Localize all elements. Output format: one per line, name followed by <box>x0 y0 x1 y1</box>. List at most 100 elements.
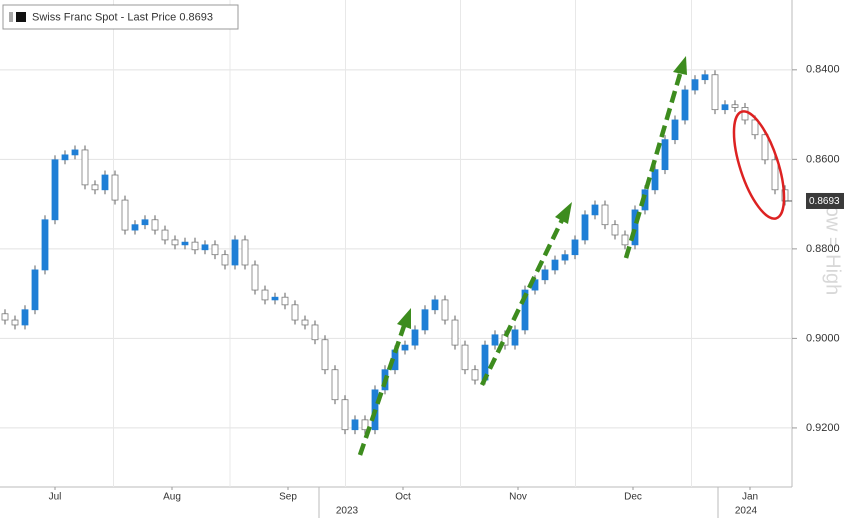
candle-body <box>261 289 269 301</box>
plot-area <box>0 0 792 487</box>
candle-body <box>161 229 169 241</box>
candle-body <box>711 74 719 111</box>
year-label: 2023 <box>336 506 359 517</box>
candle-body <box>271 296 279 301</box>
candle-body <box>491 334 499 346</box>
legend: Swiss Franc Spot - Last Price 0.8693 <box>2 4 239 30</box>
y-tick-label: 0.8600 <box>806 153 840 165</box>
candle-body <box>581 214 589 241</box>
candle-body <box>81 149 89 186</box>
candle-body <box>521 289 529 331</box>
arrow-head <box>397 308 411 329</box>
candle-body <box>211 244 219 256</box>
candle-body <box>741 107 749 121</box>
arrow-head <box>555 202 572 224</box>
candle-body <box>751 119 759 136</box>
candle-body <box>61 154 69 161</box>
candle-body <box>181 241 189 246</box>
x-tick-label: Oct <box>395 492 411 503</box>
y-tick-label: 0.9000 <box>806 332 840 344</box>
candle-body <box>661 139 669 171</box>
candle-body <box>511 329 519 346</box>
candle-body <box>191 241 199 251</box>
y-tick-label: 0.9200 <box>806 422 840 434</box>
x-tick-label: Jul <box>49 492 62 503</box>
candle-body <box>31 269 39 311</box>
candle-body <box>441 299 449 321</box>
candle-body <box>51 159 59 221</box>
legend-icon <box>9 12 13 22</box>
candle-body <box>561 254 569 261</box>
candle-body <box>691 79 699 91</box>
candle-body <box>601 204 609 226</box>
candle-body <box>591 204 599 216</box>
candle-body <box>451 319 459 346</box>
watermark-annotation: Low = High <box>822 195 844 296</box>
x-tick-label: Dec <box>624 492 642 503</box>
candle-body <box>651 169 659 191</box>
candle-body <box>141 219 149 226</box>
candle-body <box>121 199 129 231</box>
year-label: 2024 <box>735 506 758 517</box>
candle-body <box>671 119 679 141</box>
candle-body <box>251 264 259 291</box>
candle-body <box>21 309 29 326</box>
x-tick-label: Aug <box>163 492 181 503</box>
candle-body <box>761 134 769 161</box>
candle-body <box>91 184 99 191</box>
candle-body <box>421 309 429 331</box>
candle-body <box>571 239 579 256</box>
candle-body <box>11 319 19 326</box>
candle-body <box>41 219 49 271</box>
candle-body <box>311 324 319 341</box>
x-tick-label: Sep <box>279 492 297 503</box>
candle-body <box>101 174 109 191</box>
legend-box <box>2 4 239 30</box>
candle-body <box>301 319 309 326</box>
candle-body <box>551 259 559 271</box>
candle-body <box>111 174 119 201</box>
candle-body <box>541 269 549 281</box>
candle-body <box>701 74 709 81</box>
candle-body <box>341 399 349 431</box>
candle-body <box>351 419 359 431</box>
legend-icon <box>16 12 26 22</box>
y-tick-label: 0.8800 <box>806 243 840 255</box>
candle-body <box>231 239 239 266</box>
last-price-label: 0.8693 <box>809 196 840 207</box>
y-tick-label: 0.8400 <box>806 64 840 76</box>
candle-body <box>321 339 329 371</box>
candle-body <box>331 369 339 401</box>
candle-body <box>241 239 249 266</box>
candle-body <box>411 329 419 346</box>
arrow-line <box>623 73 683 259</box>
trend-arrows <box>357 73 683 456</box>
arrow-line <box>479 219 565 386</box>
last-price-tag <box>806 192 844 209</box>
candle-body <box>151 219 159 231</box>
candle-body <box>631 209 639 246</box>
candle-body <box>71 149 79 156</box>
candle-body <box>771 159 779 191</box>
candle-body <box>471 369 479 381</box>
candle-body <box>461 344 469 371</box>
arrow-head <box>673 56 687 75</box>
arrow-heads <box>397 56 687 329</box>
x-tick-label: Jan <box>742 492 758 503</box>
candle-body <box>431 299 439 311</box>
candle-body <box>721 104 729 111</box>
candle-body <box>401 344 409 351</box>
x-tick-label: Nov <box>509 492 527 503</box>
candle-body <box>731 104 739 108</box>
candle-body <box>621 234 629 246</box>
highlight-ellipse <box>732 110 786 220</box>
candle-body <box>281 296 289 306</box>
candle-body <box>291 304 299 321</box>
candle-body <box>611 224 619 236</box>
candle-body <box>171 239 179 246</box>
candle-body <box>681 89 689 121</box>
legend-text: Swiss Franc Spot - Last Price 0.8693 <box>32 11 213 23</box>
